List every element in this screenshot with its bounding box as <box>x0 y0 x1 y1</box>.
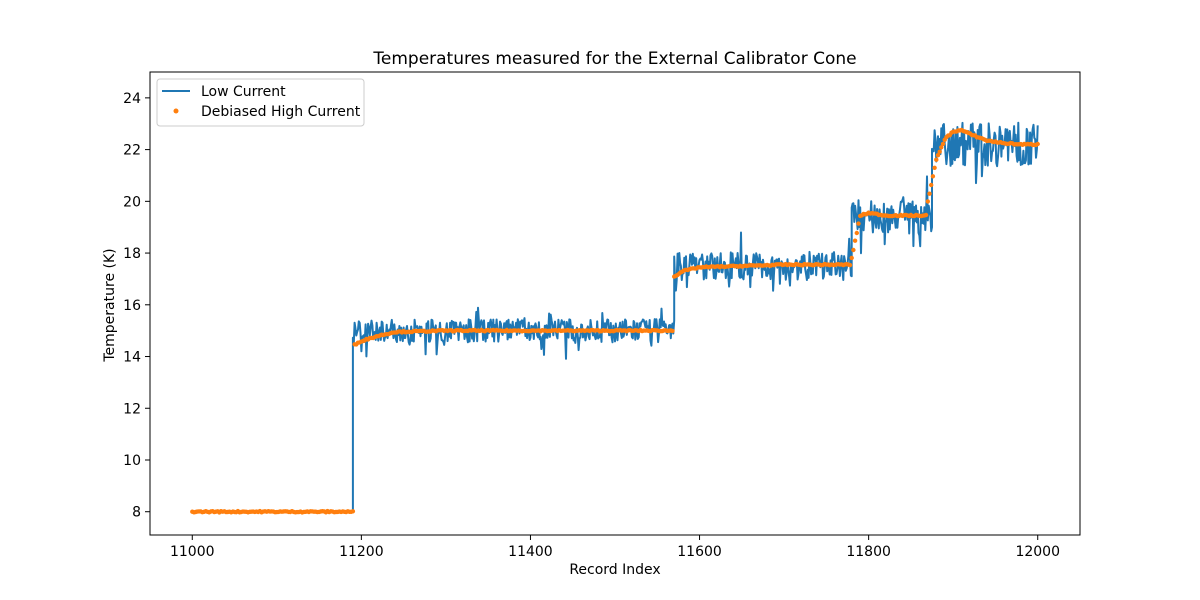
plot-area <box>149 71 1081 536</box>
y-tick-label: 22 <box>123 143 141 159</box>
legend-box <box>156 78 365 127</box>
x-tick-label: 11800 <box>846 544 891 560</box>
scatter-point <box>856 221 861 226</box>
chart-title: Temperatures measured for the External C… <box>372 49 856 69</box>
y-axis: 8 10 12 14 16 18 20 22 24 <box>123 91 150 521</box>
x-tick-label: 11200 <box>339 544 384 560</box>
scatter-point <box>923 212 929 218</box>
x-tick-label: 11600 <box>677 544 722 560</box>
legend-label-debiased-high-current: Debiased High Current <box>201 104 361 120</box>
legend: Low Current Debiased High Current <box>156 78 365 127</box>
y-tick-label: 18 <box>123 246 141 262</box>
x-tick-label: 11000 <box>170 544 215 560</box>
y-tick-label: 20 <box>123 194 141 210</box>
scatter-point <box>939 145 944 150</box>
scatter-point <box>852 238 858 243</box>
scatter-point <box>847 262 853 268</box>
legend-marker-swatch <box>173 108 179 114</box>
scatter-point <box>1035 141 1040 147</box>
x-axis-label: Record Index <box>569 562 660 578</box>
legend-label-low-current: Low Current <box>201 84 286 100</box>
scatter-point <box>940 141 946 147</box>
scatter-point <box>851 247 856 253</box>
scatter-point <box>350 509 356 514</box>
series-debiased-high-current <box>190 127 1040 515</box>
scatter-point <box>930 174 936 179</box>
y-tick-label: 24 <box>123 91 141 107</box>
x-axis: 11000 11200 11400 11600 11800 12000 <box>170 535 1060 560</box>
y-tick-label: 8 <box>132 505 141 521</box>
scatter-point <box>929 182 934 188</box>
x-tick-label: 11400 <box>508 544 553 560</box>
axes-frame <box>149 71 1081 536</box>
y-tick-label: 12 <box>123 401 141 417</box>
scatter-point <box>935 153 941 158</box>
scatter-point <box>932 165 937 170</box>
scatter-point <box>849 255 854 261</box>
scatter-point <box>934 157 939 162</box>
scatter-point <box>937 149 942 154</box>
y-tick-label: 14 <box>123 350 141 366</box>
y-axis-label: Temperature (K) <box>102 248 118 362</box>
y-tick-label: 16 <box>123 298 141 314</box>
scatter-point <box>927 191 932 196</box>
scatter-point <box>854 230 859 236</box>
scatter-point <box>670 328 675 334</box>
y-tick-label: 10 <box>123 453 141 469</box>
x-tick-label: 12000 <box>1015 544 1060 560</box>
scatter-point <box>925 199 930 204</box>
